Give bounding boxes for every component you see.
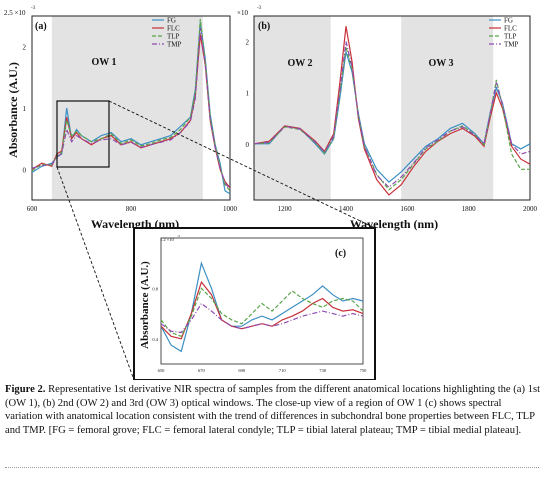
- x-tick-c: 710: [279, 368, 287, 373]
- y-exponent-power-a: -3: [31, 6, 36, 11]
- series-line-tlp: [160, 287, 364, 338]
- legend-label: TLP: [167, 33, 180, 41]
- x-tick-c: 730: [319, 368, 327, 373]
- x-tick-a: 600: [27, 205, 38, 213]
- panel-b-label: (b): [258, 21, 270, 32]
- x-tick-c: 750: [360, 368, 368, 373]
- series-line-tmp: [31, 28, 231, 190]
- series-line-fg: [160, 261, 364, 353]
- y-tick-a: 0: [23, 166, 27, 174]
- panel-c-label: (c): [335, 248, 346, 259]
- x-tick-b: 1800: [462, 205, 477, 213]
- y-exponent-a: 2.5 ×10: [4, 9, 26, 17]
- y-exponent-power-b: -3: [257, 6, 262, 11]
- y-tick-a: 1: [23, 105, 27, 113]
- panel-a-label: (a): [35, 21, 47, 32]
- y-tick-b: 0: [246, 141, 250, 149]
- caption-separator: [5, 467, 539, 468]
- legend-label: FG: [167, 17, 176, 25]
- legend-label: TMP: [504, 41, 519, 49]
- legend-label: FG: [504, 17, 513, 25]
- window-label-ow3: OW 3: [428, 58, 453, 69]
- plot-frame: [31, 15, 231, 201]
- y-tick-b: 1: [246, 90, 250, 98]
- zoom-connector-right: [108, 100, 376, 229]
- y-tick-c: 0.8: [152, 286, 158, 291]
- x-tick-c: 650: [158, 368, 166, 373]
- series-line-flc: [253, 26, 531, 196]
- zoom-connector-left: [56, 166, 135, 380]
- legend-label: FLC: [504, 25, 517, 33]
- x-tick-b: 1600: [400, 205, 415, 213]
- legend-label: TLP: [504, 33, 517, 41]
- x-tick-b: 1200: [278, 205, 293, 213]
- optical-window-shade: [51, 16, 203, 200]
- y-exponent-c: 1.2 ×10: [160, 237, 175, 242]
- x-tick-c: 670: [198, 368, 206, 373]
- window-label-ow1: OW 1: [91, 57, 116, 68]
- y-tick-b: 2: [246, 39, 250, 47]
- legend-label: TMP: [167, 41, 182, 49]
- window-label-ow2: OW 2: [287, 58, 312, 69]
- y-axis-label-c: Absorbance (A.U.): [139, 261, 151, 349]
- caption-text: Representative 1st derivative NIR spectr…: [5, 384, 541, 436]
- legend-label: FLC: [167, 25, 180, 33]
- optical-window-shade: [401, 16, 494, 200]
- y-axis-label-a: Absorbance (A.U.): [6, 62, 20, 158]
- plot-frame: [253, 15, 531, 201]
- x-tick-b: 2000: [523, 205, 538, 213]
- figure-caption: Figure 2. Representative 1st derivative …: [5, 383, 541, 437]
- zoom-connector-lines: [56, 100, 376, 380]
- y-exponent-b: ×10: [237, 9, 248, 17]
- panel-c: (c) 1.2 ×10-3 0.8 0.4 650 670 690 710 730 750 Abso…: [133, 227, 376, 380]
- caption-figure-label: Figure 2.: [5, 384, 46, 395]
- zoom-region-box: [56, 100, 110, 168]
- series-line-tmp: [160, 302, 364, 334]
- x-tick-a: 800: [126, 205, 137, 213]
- x-tick-b: 1400: [339, 205, 354, 213]
- y-tick-c: 0.4: [152, 337, 158, 342]
- y-tick-a: 2: [23, 44, 27, 52]
- series-line-tmp: [253, 41, 531, 189]
- y-exponent-power-c: -3: [177, 234, 180, 238]
- optical-window-shade: [254, 16, 331, 200]
- panel-c-box: [133, 227, 376, 380]
- x-tick-a: 1000: [223, 205, 238, 213]
- x-tick-c: 690: [238, 368, 246, 373]
